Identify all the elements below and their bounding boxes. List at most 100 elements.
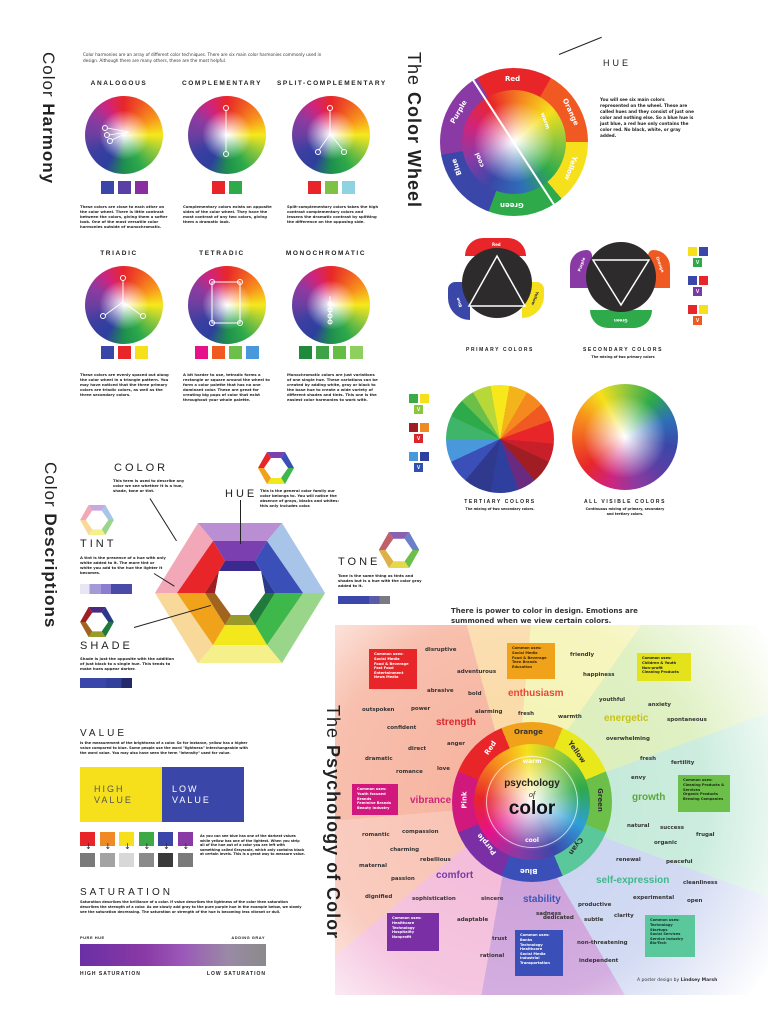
emotion-energetic: energetic	[604, 713, 649, 724]
harmony-swatch	[324, 181, 338, 194]
harmony-swatch	[229, 181, 242, 194]
value-hue-swatch	[99, 832, 115, 846]
saturation-label: SATURATION	[80, 887, 173, 898]
psychology-title: The Psychology of Color	[323, 705, 343, 940]
hue-pointer-line	[558, 36, 602, 55]
value-gray-swatch	[138, 853, 154, 867]
emotion-strength: strength	[436, 717, 476, 728]
emotion-word: passion	[391, 876, 415, 882]
emotion-word: trust	[492, 936, 508, 942]
emotion-growth: growth	[632, 792, 666, 803]
segment-red-label: Red	[505, 75, 521, 83]
value-hue-swatch	[138, 832, 154, 846]
arrow-down-icon: ↓	[163, 842, 170, 851]
tertiary-colors-label: TERTIARY COLORS	[464, 499, 536, 505]
common-uses-purple: Common uses: Healthcare Technology Hospital…	[387, 913, 439, 951]
hue-term-label: HUE	[225, 488, 258, 500]
harmony-complementary-wheel	[188, 96, 266, 174]
tint-term-label: TINT	[80, 538, 117, 550]
secondary-mix-result: ∨	[693, 287, 702, 296]
descriptions-title: Color Descriptions	[41, 462, 60, 629]
emotion-word: envy	[631, 775, 646, 781]
shade-term-label: SHADE	[80, 640, 133, 652]
emotion-word: youthful	[599, 697, 626, 703]
emotion-word: independent	[579, 958, 619, 964]
emotion-word: rational	[480, 953, 505, 959]
secondary-mix-color-b	[699, 276, 708, 285]
harmony-swatch	[100, 181, 114, 194]
poster-credit: A poster design by Lindsey Marsh	[637, 978, 718, 983]
secondary-mix-color-a	[688, 247, 697, 256]
value-gray-swatch	[119, 853, 134, 867]
harmony-split-complementary-wheel	[292, 96, 370, 174]
emotion-word: subtle	[584, 917, 604, 923]
harmony-monochromatic-label: MONOCHROMATIC	[285, 250, 367, 257]
emotion-word: dedicated	[543, 915, 574, 921]
emotion-word: experimental	[633, 895, 675, 901]
value-gray-swatch	[177, 853, 193, 867]
primary-colors-label: PRIMARY COLORS	[466, 347, 534, 353]
harmony-swatch	[134, 181, 148, 194]
tertiary-mix-color-b	[420, 394, 429, 403]
harmony-complementary-label: COMPLEMENTARY	[181, 80, 263, 87]
emotion-word: natural	[627, 823, 650, 829]
emotion-word: outspoken	[362, 707, 395, 713]
emotion-word: dignified	[365, 894, 393, 900]
emotion-word: disruptive	[425, 647, 457, 653]
secondary-mix-color-a	[688, 305, 697, 314]
emotion-word: romantic	[362, 832, 390, 838]
value-hue-swatch	[80, 832, 95, 846]
all-visible-color-wheel	[572, 384, 678, 490]
emotion-word: peaceful	[666, 859, 693, 865]
emotion-word: dramatic	[365, 756, 393, 762]
color-description-hexagon	[155, 523, 325, 663]
emotion-word: fresh	[518, 711, 535, 717]
color-term-description: This term is used to describe any color …	[113, 478, 185, 493]
color-wheel-title: The Color Wheel	[404, 52, 424, 209]
emotion-word: power	[411, 706, 431, 712]
tone-term-description: Tone is the same thing as tints and shad…	[338, 573, 422, 588]
common-uses-orange: Common uses: Social Media Food & Beverage T…	[507, 643, 555, 679]
emotion-word: sadness	[536, 911, 562, 917]
emotion-word: alarming	[475, 709, 503, 715]
emotion-vibrance: vibrance	[410, 795, 452, 806]
harmony-swatch	[117, 346, 131, 359]
all-visible-colors-label: ALL VISIBLE COLORS	[583, 499, 667, 505]
tertiary-mix-color-a	[409, 423, 418, 432]
psych-segment-orange: Orange	[514, 728, 543, 736]
arrow-down-icon: ↓	[124, 842, 131, 851]
tertiary-mix-color-b	[420, 423, 429, 432]
emotion-word: bold	[468, 691, 482, 697]
secondary-colors-label: SECONDARY COLORS	[582, 347, 664, 353]
segment-green-label: Green	[500, 201, 524, 209]
saturation-gradient-bar	[80, 944, 266, 966]
value-gray-swatch	[80, 853, 95, 867]
emotion-word: compassion	[402, 829, 439, 835]
harmony-analogous-label: ANALOGOUS	[90, 80, 148, 87]
emotion-word: rebellious	[420, 857, 451, 863]
color-term-label: COLOR	[114, 462, 169, 474]
harmony-swatch	[341, 181, 355, 194]
arrow-down-icon: ↓	[143, 842, 151, 851]
emotion-word: sophistication	[412, 896, 456, 902]
emotion-word: adaptable	[457, 917, 489, 923]
harmony-swatch	[316, 346, 329, 359]
main-color-wheel: Red Orange Yellow Green Blue Purple warm…	[440, 68, 588, 216]
common-uses-pink: Common uses: Youth focused Brands Feminine…	[352, 784, 398, 815]
emotion-word: direct	[408, 746, 427, 752]
harmony-intro: Color harmonies are an array of differen…	[83, 52, 322, 63]
hue-hexagon-icon	[258, 452, 294, 484]
secondary-colors-diagram: Purple Orange Green	[570, 242, 674, 332]
emotion-word: overwhelming	[606, 736, 650, 742]
tone-hexagon-icon	[378, 532, 420, 568]
psychology-wheel: psychology of color warm cool Red Orange…	[452, 722, 612, 882]
high-value-block: HIGH VALUE	[80, 767, 162, 822]
emotion-word: warmth	[558, 714, 582, 720]
psychology-intro: There is power to color in design. Emoti…	[451, 607, 638, 625]
tint-term-description: A tint is the presence of a hue with onl…	[80, 555, 166, 575]
harmony-swatch	[246, 346, 259, 359]
harmony-tetradic-label: TETRADIC	[199, 250, 245, 257]
emotion-comfort: comfort	[436, 870, 474, 881]
tertiary-mix-result: ∨	[414, 405, 423, 414]
hue-description: You will see six main colors represented…	[600, 97, 694, 138]
